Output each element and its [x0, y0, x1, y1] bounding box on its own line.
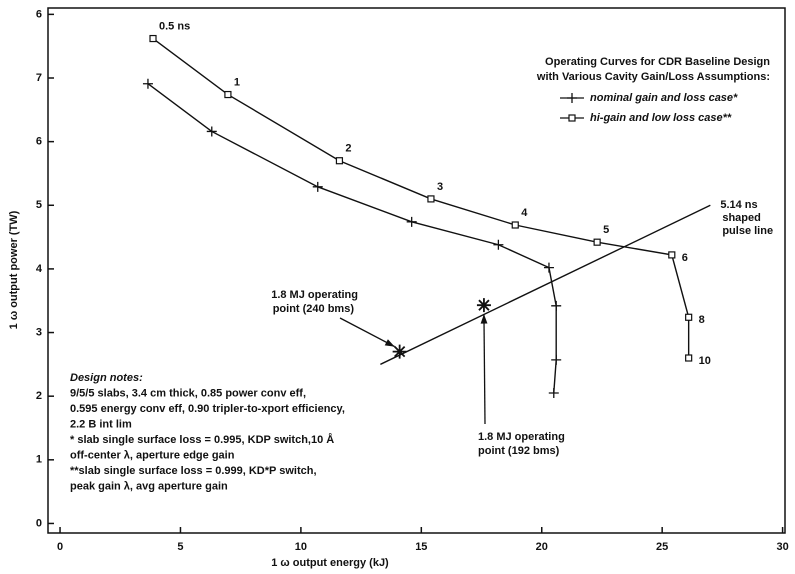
- plus-marker: [551, 300, 562, 311]
- square-marker: [668, 251, 676, 259]
- square-marker: [149, 34, 157, 43]
- arrow-head: [480, 314, 488, 324]
- point-label: 8: [699, 314, 705, 326]
- legend-label: hi-gain and low loss case**: [590, 112, 732, 124]
- design-note: peak gain λ, avg aperture gain: [70, 480, 228, 492]
- series-line: [147, 83, 557, 394]
- plus-marker: [312, 181, 323, 192]
- square-marker: [427, 195, 435, 203]
- x-tick-label: 30: [776, 541, 788, 553]
- y-tick-label: 2: [36, 390, 42, 402]
- operating-point-label: 1.8 MJ operating: [478, 431, 565, 443]
- point-label: 2: [345, 143, 351, 155]
- point-label: 10: [699, 355, 711, 367]
- point-label: 4: [521, 207, 528, 219]
- square-marker: [685, 354, 693, 362]
- square-marker: [224, 90, 232, 99]
- y-axis-label: 1 ω output power (TW): [8, 210, 20, 329]
- pulse-line-label: pulse line: [722, 225, 773, 237]
- operating-point-label: point (240 bms): [273, 303, 355, 315]
- y-tick-label: 1: [36, 454, 42, 466]
- design-note: off-center λ, aperture edge gain: [70, 449, 235, 461]
- square-marker: [593, 238, 601, 246]
- x-tick-label: 0: [57, 541, 63, 553]
- legend-title: Operating Curves for CDR Baseline Design: [545, 56, 770, 68]
- x-tick-label: 15: [415, 541, 427, 553]
- design-note: * slab single surface loss = 0.995, KDP …: [70, 433, 334, 446]
- plus-marker: [543, 262, 554, 273]
- point-label: 6: [682, 252, 688, 264]
- plot-frame: [47, 7, 786, 534]
- y-tick-label: 5: [36, 199, 42, 211]
- pulse-line-label: shaped: [722, 212, 761, 224]
- plus-marker: [406, 216, 417, 227]
- x-tick-label: 20: [536, 541, 548, 553]
- design-note: **slab single surface loss = 0.999, KD*P…: [70, 465, 317, 477]
- operating-point: [476, 298, 491, 313]
- plus-marker: [142, 78, 153, 89]
- design-note: 0.595 energy conv eff, 0.90 tripler-to-x…: [70, 403, 345, 415]
- legend-label: nominal gain and loss case*: [590, 92, 738, 104]
- operating-point-label: point (192 bms): [478, 445, 560, 457]
- point-label: 3: [437, 181, 443, 193]
- y-tick-label: 6: [36, 8, 42, 20]
- x-tick-label: 25: [656, 541, 668, 553]
- point-label: 0.5 ns: [159, 20, 190, 32]
- design-note: 2.2 B int lim: [70, 418, 132, 430]
- point-label: 5: [603, 224, 609, 236]
- square-marker: [335, 157, 344, 165]
- x-tick-label: 10: [295, 541, 307, 553]
- pulse-line: [380, 204, 711, 365]
- square-marker: [511, 221, 519, 229]
- legend-marker: [567, 93, 577, 103]
- operating-point-label: 1.8 MJ operating: [271, 289, 358, 301]
- annotation-arrow: [339, 317, 395, 348]
- y-tick-label: 0: [36, 517, 42, 529]
- operating-point: [392, 344, 407, 359]
- legend-marker: [568, 114, 576, 122]
- x-axis-label: 1 ω output energy (kJ): [271, 557, 389, 569]
- plus-marker: [493, 239, 504, 250]
- y-tick-label: 7: [36, 72, 42, 84]
- legend-title: with Various Cavity Gain/Loss Assumption…: [536, 71, 770, 83]
- square-marker: [685, 313, 693, 321]
- plus-marker: [551, 354, 562, 365]
- point-label: 1: [234, 76, 240, 88]
- y-tick-label: 4: [36, 263, 43, 275]
- annotation-arrow: [483, 314, 486, 425]
- design-note: Design notes:: [70, 372, 143, 384]
- pulse-line-label: 5.14 ns: [720, 199, 757, 211]
- x-tick-label: 5: [177, 541, 183, 553]
- y-tick-label: 6: [36, 136, 42, 148]
- plus-marker: [206, 126, 217, 137]
- plus-marker: [548, 388, 559, 398]
- y-tick-label: 3: [36, 326, 42, 338]
- arrow-head: [384, 339, 395, 347]
- design-note: 9/5/5 slabs, 3.4 cm thick, 0.85 power co…: [70, 387, 306, 399]
